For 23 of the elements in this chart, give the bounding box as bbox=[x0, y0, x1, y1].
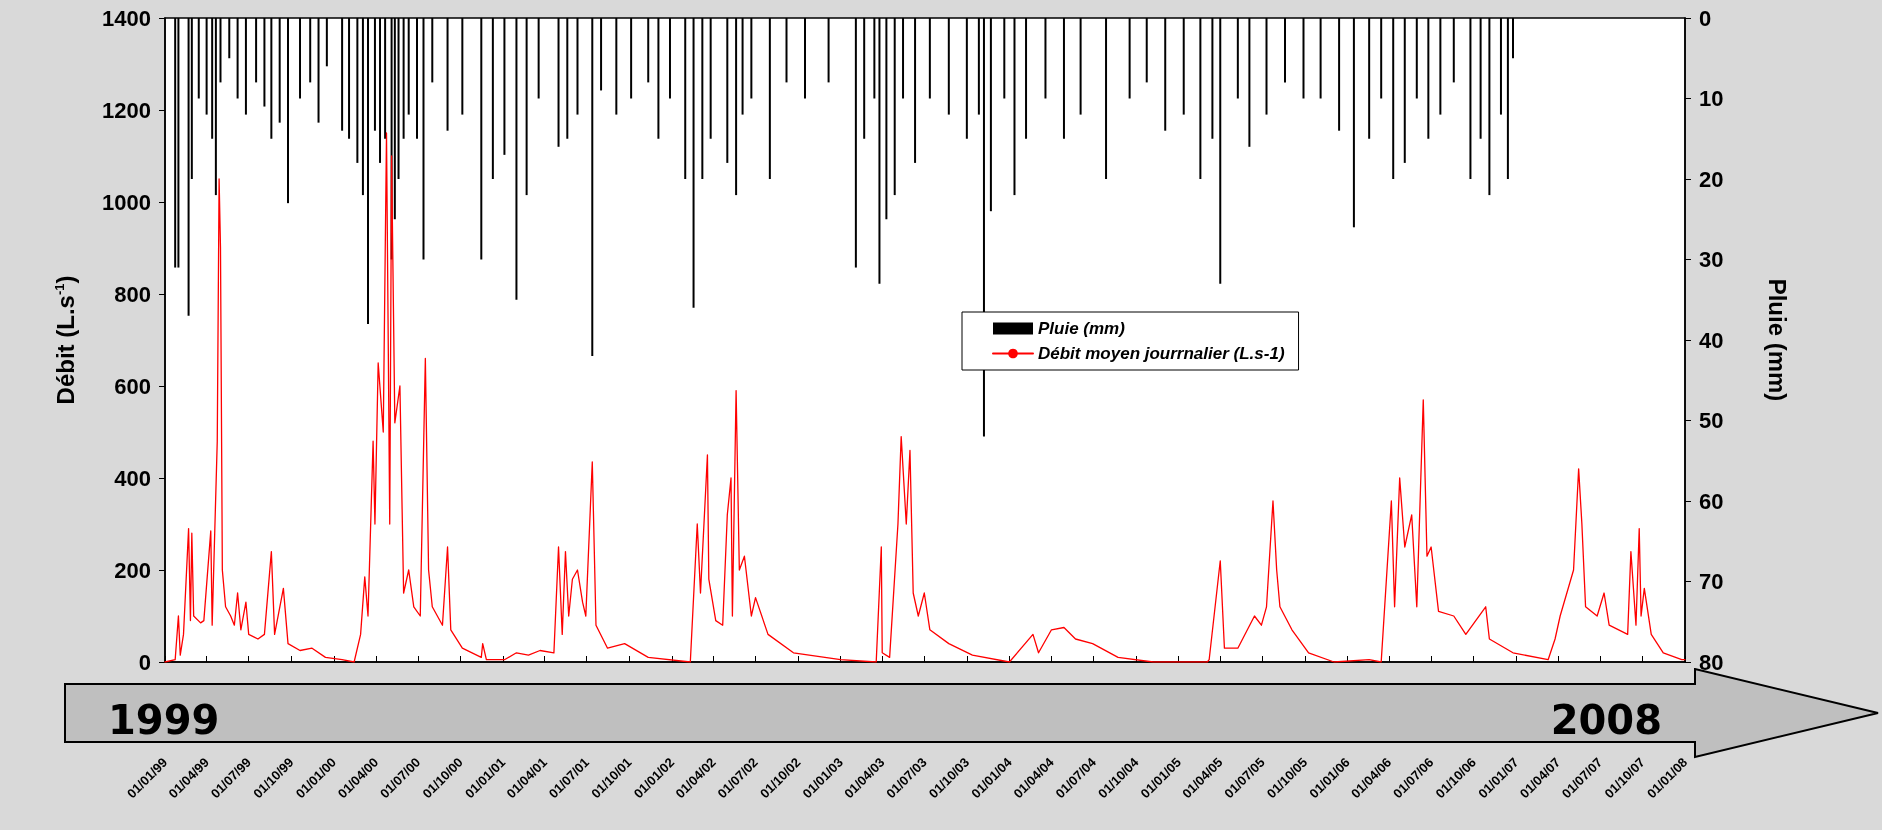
legend-label: Pluie (mm) bbox=[1038, 319, 1126, 338]
y-tick-label: 1000 bbox=[102, 189, 151, 215]
y2-tick-label: 70 bbox=[1699, 569, 1724, 594]
y2-tick-label: 40 bbox=[1699, 327, 1724, 353]
y2-tick-label: 80 bbox=[1699, 649, 1724, 675]
y-tick-label: 600 bbox=[114, 373, 151, 399]
y2-axis-title: Pluie (mm) bbox=[1763, 278, 1791, 402]
y-axis-title: Débit (L.s-1) bbox=[51, 275, 79, 405]
y-tick-label: 0 bbox=[138, 649, 151, 675]
y-tick-label: 800 bbox=[114, 281, 151, 307]
y-tick-label: 1200 bbox=[102, 97, 151, 123]
y2-tick-label: 60 bbox=[1699, 488, 1724, 514]
y2-tick-label: 10 bbox=[1699, 86, 1724, 111]
y2-tick-label: 30 bbox=[1699, 247, 1724, 272]
legend-label: Débit moyen jourrnalier (L.s-1) bbox=[1038, 344, 1285, 363]
text: 2008 bbox=[1550, 697, 1662, 743]
y-tick-label: 400 bbox=[114, 465, 151, 491]
y-tick-label: 200 bbox=[114, 557, 151, 583]
text: 1999 bbox=[108, 697, 220, 743]
y-tick-label: 1400 bbox=[102, 5, 151, 31]
y2-tick-label: 20 bbox=[1699, 166, 1724, 192]
y2-tick-label: 50 bbox=[1699, 408, 1724, 433]
y2-tick-label: 0 bbox=[1699, 5, 1712, 31]
